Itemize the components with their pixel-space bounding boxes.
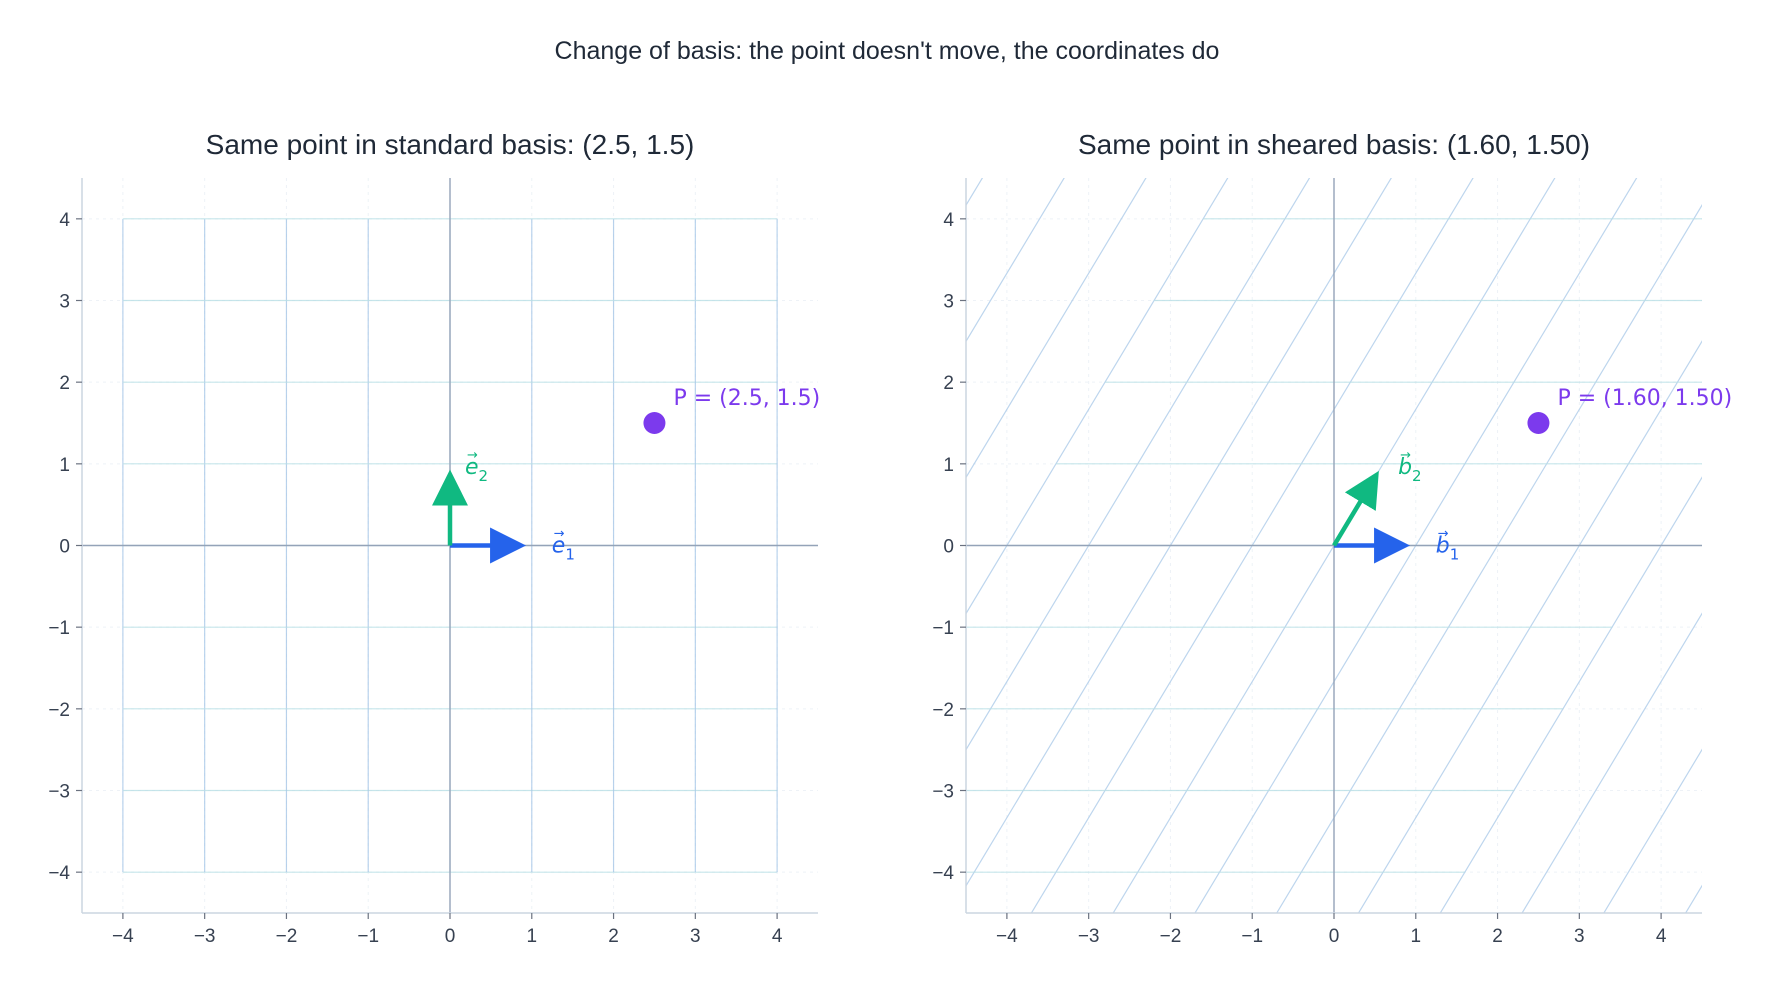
- point-label: P = (1.60, 1.50): [1557, 386, 1732, 411]
- point-p: [1527, 412, 1550, 434]
- x-tick-label: 1: [526, 926, 537, 947]
- basis-gridline-sheared: [966, 178, 1065, 343]
- basis-gridline-sheared: [1521, 612, 1702, 913]
- figure-suptitle: Change of basis: the point doesn't move,…: [555, 37, 1220, 65]
- y-tick-label: −3: [48, 782, 70, 803]
- y-tick-label: 0: [943, 537, 954, 558]
- x-tick-label: −4: [112, 926, 134, 947]
- panel-title: Same point in standard basis: (2.5, 1.5): [206, 129, 695, 160]
- x-tick-label: 3: [690, 926, 701, 947]
- y-tick-label: 3: [59, 292, 70, 313]
- basis-gridline-sheared: [1276, 204, 1702, 913]
- x-tick-label: 4: [1656, 926, 1667, 947]
- y-tick-label: 2: [59, 373, 70, 394]
- basis-vector-b2: [1332, 470, 1379, 547]
- basis-gridline-sheared: [1684, 884, 1702, 913]
- basis-label-e2: e2: [465, 455, 488, 485]
- y-tick-label: −1: [48, 618, 70, 639]
- basis-label-e1: e1: [552, 534, 575, 564]
- x-tick-label: 3: [1574, 926, 1585, 947]
- x-tick-label: −2: [276, 926, 298, 947]
- panel-standard-basis: −4 −3 −2 −1 0 1 2 3 4 −4 −3 −2 −1 0 1 2 3 4 Same point in …: [48, 129, 820, 947]
- panel-sheared-basis: −4 −3 −2 −1 0 1 2 3 4 −4 −3 −2 −1 0 1 2 3 4 Same point in …: [385, 56, 1774, 987]
- vector-arrow-accent: →: [1400, 448, 1411, 463]
- y-tick-label: 1: [943, 455, 954, 476]
- y-tick-label: 4: [59, 210, 70, 231]
- grid-lines: [385, 56, 1774, 987]
- y-tick-label: 4: [943, 210, 954, 231]
- y-tick-label: −2: [48, 700, 70, 721]
- vector-arrow-accent: →: [1438, 527, 1449, 542]
- y-tick-label: −1: [932, 618, 954, 639]
- vector-arrow-accent: →: [554, 527, 565, 542]
- x-tick-label: 1: [1410, 926, 1421, 947]
- basis-gridline-sheared: [1357, 340, 1702, 913]
- basis-gridline-sheared: [1603, 748, 1702, 913]
- y-tick-label: −4: [932, 863, 954, 884]
- basis-gridline-sheared: [1439, 476, 1702, 913]
- y-tick-label: −3: [932, 782, 954, 803]
- x-tick-label: −1: [357, 926, 379, 947]
- basis-label-b1: b1: [1436, 534, 1460, 564]
- y-tick-label: −4: [48, 863, 70, 884]
- x-tick-label: −1: [1241, 926, 1263, 947]
- basis-label-b2: b2: [1398, 455, 1422, 485]
- x-tick-label: 0: [1329, 926, 1340, 947]
- y-tick-label: 0: [59, 537, 70, 558]
- x-tick-label: −3: [1078, 926, 1100, 947]
- x-tick-label: 0: [445, 926, 456, 947]
- x-tick-label: −2: [1160, 926, 1182, 947]
- y-tick-label: 1: [59, 455, 70, 476]
- y-tick-label: 3: [943, 292, 954, 313]
- x-tick-label: 4: [772, 926, 783, 947]
- basis-gridline-sheared: [385, 56, 974, 987]
- y-tick-label: 2: [943, 373, 954, 394]
- point-p: [643, 412, 666, 434]
- basis-gridline-sheared: [966, 178, 984, 207]
- basis-gridline-sheared: [1694, 56, 1774, 987]
- x-tick-label: −3: [194, 926, 216, 947]
- point-label: P = (2.5, 1.5): [673, 386, 820, 411]
- x-tick-label: 2: [608, 926, 619, 947]
- basis-gridline-sheared: [966, 178, 1147, 479]
- panel-title: Same point in sheared basis: (1.60, 1.50…: [1078, 129, 1590, 160]
- x-tick-label: −4: [996, 926, 1018, 947]
- x-tick-label: 2: [1492, 926, 1503, 947]
- vector-arrow-accent: →: [467, 448, 478, 463]
- y-tick-label: −2: [932, 700, 954, 721]
